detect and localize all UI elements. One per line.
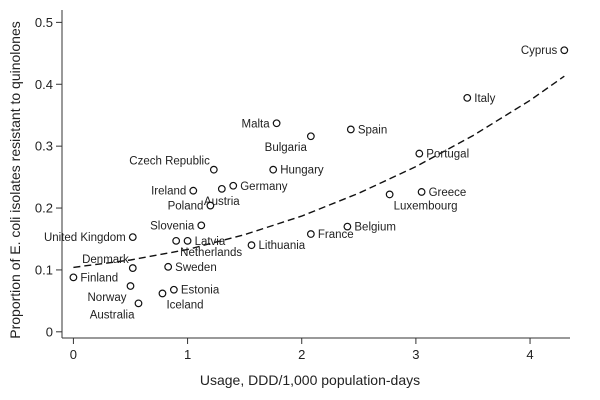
point-label: Malta [241,118,270,130]
point-label: Netherlands [180,247,242,259]
data-point [128,264,137,272]
x-axis-title: Usage, DDD/1,000 population-days [200,372,420,388]
x-tick-label: 4 [526,347,533,362]
point-label: Germany [240,181,288,193]
data-points: Cyprus Italy Malta Spain Bulgaria Portugal Cze… [44,45,569,321]
data-point [306,132,315,141]
point-label: Czech Republic [129,156,210,168]
data-point [158,289,167,298]
data-point [172,236,181,245]
data-point [346,125,355,134]
data-point [189,186,198,195]
y-tick-label: 0 [46,324,53,339]
y-axis-title: Proportion of E. coli isolates resistant… [7,21,23,339]
data-point [69,273,78,282]
data-point [385,190,394,199]
point-label: Greece [429,187,467,199]
data-point [209,165,218,174]
point-label: Portugal [426,149,469,161]
y-tick-label: 0.2 [35,201,53,216]
x-axis-ticks: 0 1 2 3 4 [70,338,534,362]
data-point [217,184,226,193]
data-point [343,222,352,231]
data-point [463,93,472,102]
data-point [306,230,315,238]
x-tick-label: 3 [412,347,419,362]
x-tick-label: 2 [298,347,305,362]
data-point [134,299,143,308]
point-label: Iceland [166,299,203,311]
point-label: Latvia [195,236,226,248]
point-label: Estonia [181,285,220,297]
point-label: Australia [90,309,135,321]
x-tick-label: 0 [70,347,77,362]
point-label: United Kingdom [44,232,126,244]
point-label: Norway [88,292,127,304]
data-point [417,188,426,196]
point-label: Bulgaria [265,142,308,154]
data-point [126,282,135,290]
point-label: Spain [358,124,387,136]
point-label: Ireland [151,186,186,198]
y-tick-label: 0.4 [35,77,53,92]
point-label: Italy [474,93,495,105]
y-axis-ticks: 0 0.1 0.2 0.3 0.4 0.5 [35,15,62,339]
data-point [169,285,178,294]
point-label: France [318,229,354,241]
x-tick-label: 1 [184,347,191,362]
y-tick-label: 0.5 [35,15,53,30]
data-point [197,221,206,230]
point-label: Sweden [175,262,217,274]
point-label: Finland [80,272,118,284]
point-label: Luxembourg [394,200,458,212]
data-point [269,165,278,174]
point-label: Poland [168,201,204,213]
data-point [229,181,238,190]
data-point [560,46,569,55]
point-label: Slovenia [150,220,195,232]
data-point [183,236,192,245]
point-label: Denmark [82,254,129,266]
point-label: Lithuania [259,240,306,252]
data-point [128,233,137,242]
y-tick-label: 0.3 [35,139,53,154]
data-point [415,149,424,158]
data-point [247,241,256,250]
point-label: Cyprus [521,45,558,57]
data-point [164,262,173,271]
trend-line [73,75,565,269]
point-label: Hungary [280,165,324,177]
data-point [206,201,215,210]
point-label: Belgium [354,222,396,234]
data-point [272,119,281,128]
y-tick-label: 0.1 [35,262,53,277]
